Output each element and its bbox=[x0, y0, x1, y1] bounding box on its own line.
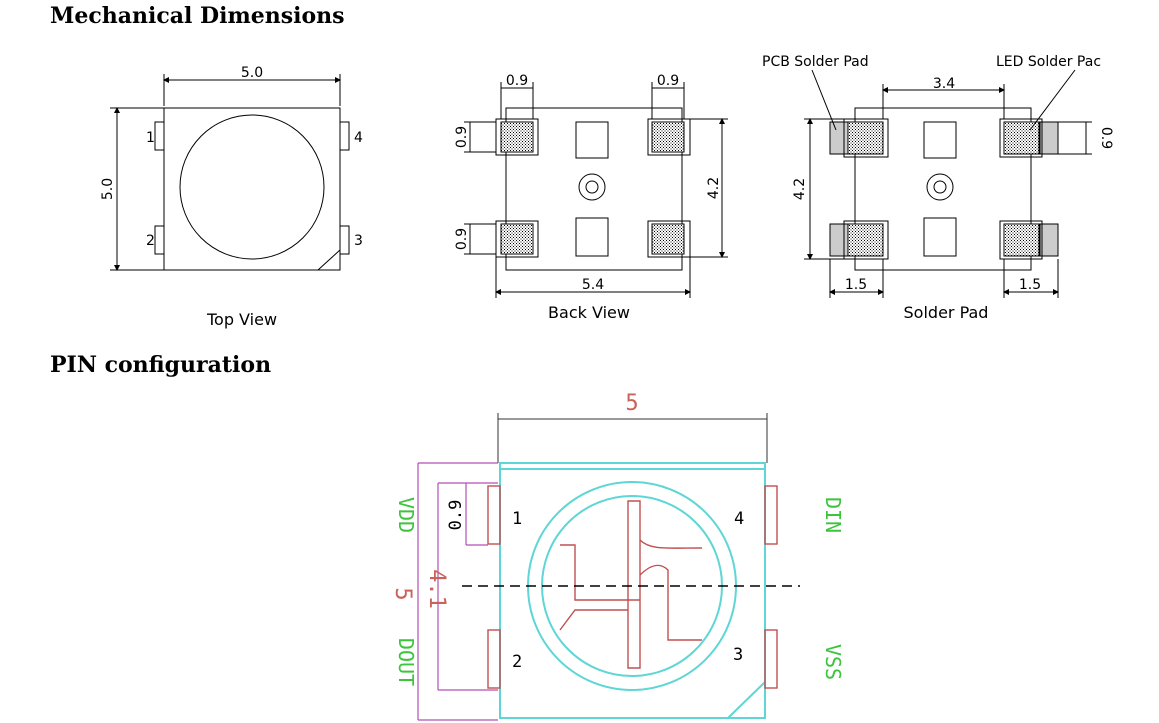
top-view-width-dim: 5.0 bbox=[241, 65, 263, 81]
solder-left-dim: 1.5 bbox=[845, 277, 867, 293]
led-solder-pad-label: LED Solder Pac bbox=[996, 54, 1101, 70]
back-view-pad-tl bbox=[500, 121, 534, 153]
led-pad-tl bbox=[847, 121, 884, 155]
pin-config-pad-3 bbox=[764, 629, 778, 689]
trace-left-upper bbox=[560, 544, 640, 601]
back-view bbox=[464, 82, 728, 298]
solder-pad-caption: Solder Pad bbox=[904, 303, 989, 322]
pcb-pad-br bbox=[1039, 223, 1059, 257]
pcb-pad-tr bbox=[1039, 121, 1059, 155]
solder-pad-view bbox=[804, 69, 1092, 298]
pcb-pad-bl bbox=[829, 223, 849, 257]
top-view-pin-4-pad bbox=[339, 121, 350, 151]
top-view bbox=[110, 74, 350, 271]
top-view-pin-2-pad bbox=[154, 225, 165, 255]
back-view-pad-bl bbox=[500, 223, 534, 255]
pin-config-pitch-dim: 4.1 bbox=[424, 569, 449, 609]
top-view-pin-4: 4 bbox=[354, 130, 363, 146]
back-view-pad-height-top: 0.9 bbox=[454, 126, 470, 148]
pin-config-pad-dim: 0.9 bbox=[446, 500, 466, 531]
led-pad-bl bbox=[847, 223, 884, 257]
back-view-marker-inner bbox=[585, 180, 599, 194]
pin-config-pad-2 bbox=[487, 629, 501, 689]
top-view-pin-1-pad bbox=[154, 121, 165, 151]
top-view-caption: Top View bbox=[206, 310, 277, 329]
back-view-width-dim: 5.4 bbox=[582, 277, 604, 293]
trace-right-lower bbox=[639, 564, 702, 641]
pin-config-height-dim: 5 bbox=[390, 587, 415, 600]
back-view-center-pad-top bbox=[575, 121, 609, 159]
led-pad-br bbox=[1003, 223, 1040, 257]
package-body bbox=[499, 462, 766, 719]
solder-spacing-dim: 3.4 bbox=[933, 76, 955, 92]
top-view-body bbox=[163, 107, 341, 271]
pin-config-pin-2: 2 bbox=[512, 652, 522, 672]
solder-pad-dim: 0.9 bbox=[1098, 127, 1114, 149]
trace-left-lower bbox=[559, 609, 628, 631]
top-view-pin-3-pad bbox=[339, 225, 350, 255]
solder-right-dim: 1.5 bbox=[1019, 277, 1041, 293]
pin-config-pin-4: 4 bbox=[734, 509, 744, 529]
led-pad-outline-br bbox=[999, 220, 1043, 260]
back-view-pad-outline-br bbox=[647, 220, 691, 258]
solder-pad-body bbox=[854, 107, 1032, 271]
solder-center-pad-top bbox=[923, 121, 957, 159]
pin-config-diagram bbox=[417, 413, 800, 721]
signal-vdd: VDD bbox=[394, 497, 418, 533]
pin-config-width-dim: 5 bbox=[625, 391, 638, 416]
solder-marker-outer bbox=[926, 173, 954, 201]
led-pad-tr bbox=[1003, 121, 1040, 155]
top-view-pin-2: 2 bbox=[146, 233, 155, 249]
led-pad-outline-tr bbox=[999, 118, 1043, 158]
corner-chamfer bbox=[317, 249, 341, 271]
back-view-pad-br bbox=[651, 223, 685, 255]
solder-center-pad-bottom bbox=[923, 217, 957, 257]
signal-vss: VSS bbox=[821, 644, 845, 680]
pcb-pad-tl bbox=[829, 121, 849, 155]
mechanical-dimensions-heading: Mechanical Dimensions bbox=[50, 3, 345, 29]
top-view-pin-3: 3 bbox=[354, 233, 363, 249]
back-view-caption: Back View bbox=[548, 303, 630, 322]
led-pad-outline-tl bbox=[843, 118, 889, 158]
pcb-callout-line bbox=[811, 69, 837, 131]
signal-dout: DOUT bbox=[394, 638, 418, 686]
led-callout-line bbox=[1029, 69, 1076, 131]
back-view-pad-tr bbox=[651, 121, 685, 153]
back-view-pad-outline-tl bbox=[495, 118, 539, 156]
led-pad-outline-bl bbox=[843, 220, 889, 260]
pin-configuration-heading: PIN configuration bbox=[50, 352, 272, 378]
signal-din: DIN bbox=[821, 497, 845, 533]
back-view-height-dim: 4.2 bbox=[706, 177, 722, 199]
top-view-height-dim: 5.0 bbox=[100, 178, 116, 200]
back-view-pad-width-left: 0.9 bbox=[506, 73, 528, 89]
solder-marker-inner bbox=[933, 180, 947, 194]
pin-config-pad-1 bbox=[487, 485, 501, 545]
back-view-pad-width-right: 0.9 bbox=[657, 73, 679, 89]
back-view-body bbox=[505, 107, 683, 271]
pin-config-pin-3: 3 bbox=[733, 645, 743, 665]
center-trace-vertical bbox=[627, 500, 641, 669]
back-view-pad-outline-bl bbox=[495, 220, 539, 258]
back-view-pad-height-bottom: 0.9 bbox=[454, 228, 470, 250]
back-view-pad-outline-tr bbox=[647, 118, 691, 156]
back-view-marker-outer bbox=[578, 173, 606, 201]
solder-height-dim: 4.2 bbox=[792, 178, 808, 200]
pin-config-pad-4 bbox=[764, 485, 778, 545]
pin-config-pin-1: 1 bbox=[512, 509, 522, 529]
top-view-pin-1: 1 bbox=[146, 130, 155, 146]
trace-right-upper bbox=[639, 539, 703, 549]
pcb-solder-pad-label: PCB Solder Pad bbox=[762, 54, 869, 70]
back-view-center-pad-bottom bbox=[575, 217, 609, 257]
pin-config-chamfer bbox=[727, 681, 766, 719]
lens-circle bbox=[179, 114, 325, 260]
